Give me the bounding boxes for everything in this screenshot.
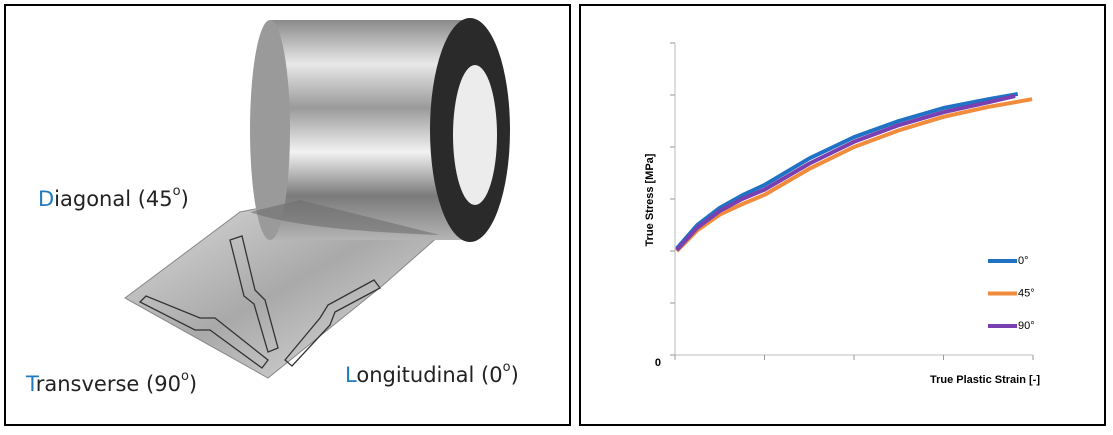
- label-text: ): [189, 372, 197, 396]
- label-text: ): [181, 187, 189, 211]
- page: {"illustration": {"labels": [ {"initial"…: [0, 0, 1113, 430]
- y-tick-label: 0: [655, 357, 661, 369]
- label-text: ): [511, 363, 519, 387]
- y-axis-label: True Stress [MPa]: [644, 153, 656, 246]
- legend-label: 0°: [1018, 255, 1029, 267]
- diagonal-label: Diagonal (45o): [38, 184, 189, 212]
- label-sup: o: [503, 360, 511, 375]
- figure: Diagonal (45o) Transverse (90o) Longitud…: [0, 0, 1113, 430]
- transverse-label: Transverse (90o): [25, 369, 197, 397]
- label-text: ransverse (90: [36, 372, 181, 396]
- label-sup: o: [173, 184, 181, 199]
- label-sup: o: [181, 369, 189, 384]
- label-text: ongitudinal (0: [356, 363, 502, 387]
- legend-label: 45°: [1018, 287, 1035, 299]
- label-text: iagonal (45: [54, 187, 172, 211]
- label-initial: D: [38, 187, 54, 211]
- longitudinal-label: Longitudinal (0o): [345, 360, 519, 388]
- legend-label: 90°: [1018, 320, 1035, 332]
- x-axis-label: True Plastic Strain [-]: [930, 374, 1040, 386]
- label-initial: L: [345, 363, 357, 387]
